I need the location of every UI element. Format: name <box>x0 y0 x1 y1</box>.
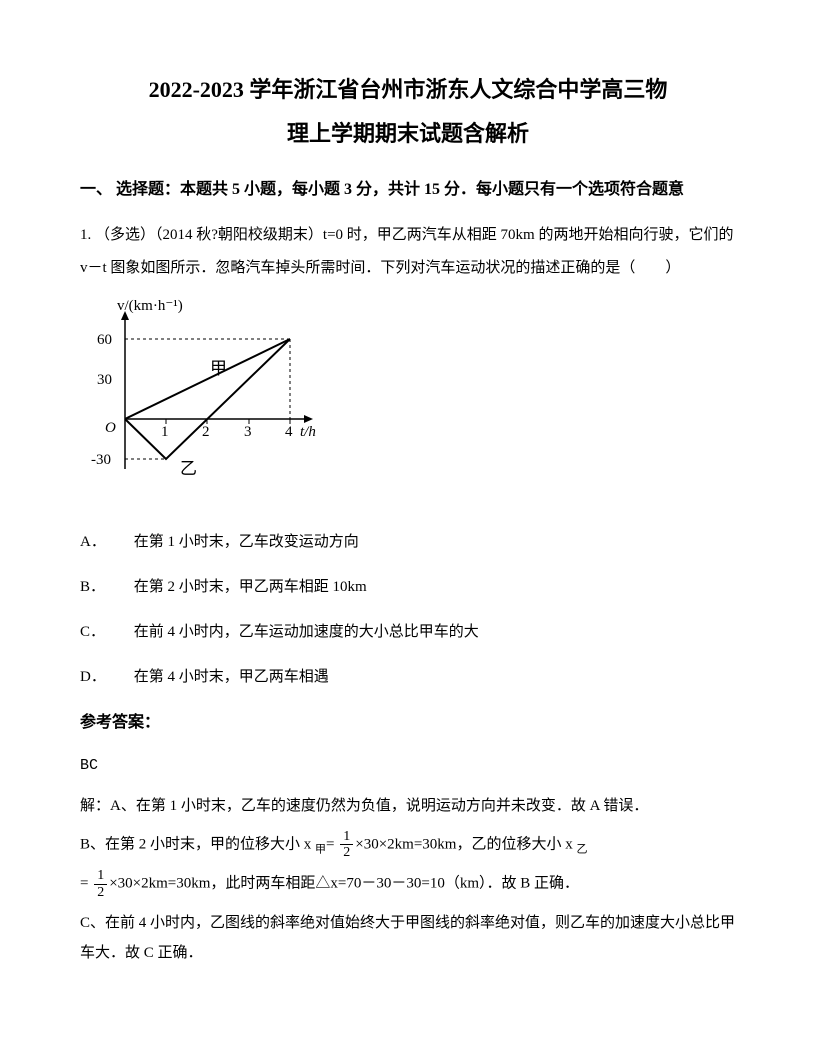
line-jia <box>125 339 290 419</box>
frac-num-2: 1 <box>94 868 107 884</box>
xtick-4: 4 <box>285 424 293 440</box>
option-B-label: B． <box>80 574 130 601</box>
vt-chart: v/(km·h⁻¹) 60 30 O -30 1 2 3 <box>80 299 736 509</box>
label-yi: 乙 <box>180 459 197 478</box>
xtick-1: 1 <box>161 424 169 440</box>
option-C: C． 在前 4 小时内，乙车运动加速度的大小总比甲车的大 <box>80 619 736 646</box>
x-arrow <box>304 415 313 423</box>
origin-label: O <box>105 420 116 436</box>
explanation-B-line2: = 12×30×2km=30km，此时两车相距△x=70－30－30=10（km… <box>80 868 736 900</box>
frac-num-1: 1 <box>340 829 353 845</box>
answer-heading: 参考答案： <box>80 709 736 738</box>
frac-den-1: 2 <box>340 845 353 860</box>
line-yi <box>125 339 290 459</box>
exp-B2-p1: = <box>80 876 92 892</box>
label-jia: 甲 <box>210 359 227 378</box>
explanation-A: 解：A、在第 1 小时末，乙车的速度仍然为负值，说明运动方向并未改变．故 A 错… <box>80 791 736 821</box>
ytick-60: 60 <box>97 332 112 348</box>
exp-B-p1: B、在第 2 小时末，甲的位移大小 x <box>80 836 315 852</box>
x-axis-label: t/h <box>300 424 316 440</box>
option-C-label: C． <box>80 619 130 646</box>
frac-den-2: 2 <box>94 885 107 900</box>
option-D: D． 在第 4 小时末，甲乙两车相遇 <box>80 664 736 691</box>
exp-B2-p2: ×30×2km=30km，此时两车相距△x=70－30－30=10（km）．故 … <box>109 876 579 892</box>
option-D-label: D． <box>80 664 130 691</box>
option-D-text: 在第 4 小时末，甲乙两车相遇 <box>134 669 329 685</box>
page-title-line2: 理上学期期末试题含解析 <box>80 114 736 154</box>
exp-B-sub1: 甲 <box>315 843 326 855</box>
question-body: （多选）（2014 秋?朝阳校级期末）t=0 时，甲乙两汽车从相距 70km 的… <box>80 227 733 276</box>
question-1-text: 1. （多选）（2014 秋?朝阳校级期末）t=0 时，甲乙两汽车从相距 70k… <box>80 219 736 285</box>
question-number: 1. <box>80 227 91 243</box>
option-C-text: 在前 4 小时内，乙车运动加速度的大小总比甲车的大 <box>134 624 479 640</box>
y-axis-label: v/(km·h⁻¹) <box>117 299 183 314</box>
page-title-line1: 2022-2023 学年浙江省台州市浙东人文综合中学高三物 <box>80 70 736 110</box>
exp-B-sub2: 乙 <box>576 843 587 855</box>
explanation-B-line1: B、在第 2 小时末，甲的位移大小 x 甲= 12×30×2km=30km，乙的… <box>80 829 736 861</box>
fraction-half-2: 12 <box>94 868 107 900</box>
ytick-30: 30 <box>97 372 112 388</box>
option-A-label: A． <box>80 529 130 556</box>
exp-B-p2: = <box>326 836 338 852</box>
option-A-text: 在第 1 小时末，乙车改变运动方向 <box>134 534 359 550</box>
chart-svg: v/(km·h⁻¹) 60 30 O -30 1 2 3 <box>80 299 330 509</box>
section-heading: 一、 选择题：本题共 5 小题，每小题 3 分，共计 15 分．每小题只有一个选… <box>80 177 736 203</box>
exp-B-p3: ×30×2km=30km，乙的位移大小 x <box>355 836 576 852</box>
xtick-2: 2 <box>202 424 210 440</box>
answer-key: BC <box>80 752 736 779</box>
explanation-C: C、在前 4 小时内，乙图线的斜率绝对值始终大于甲图线的斜率绝对值，则乙车的加速… <box>80 908 736 968</box>
xtick-3: 3 <box>244 424 252 440</box>
option-B-text: 在第 2 小时末，甲乙两车相距 10km <box>134 579 367 595</box>
option-A: A． 在第 1 小时末，乙车改变运动方向 <box>80 529 736 556</box>
ytick-neg30: -30 <box>91 452 111 468</box>
option-B: B． 在第 2 小时末，甲乙两车相距 10km <box>80 574 736 601</box>
fraction-half-1: 12 <box>340 829 353 861</box>
